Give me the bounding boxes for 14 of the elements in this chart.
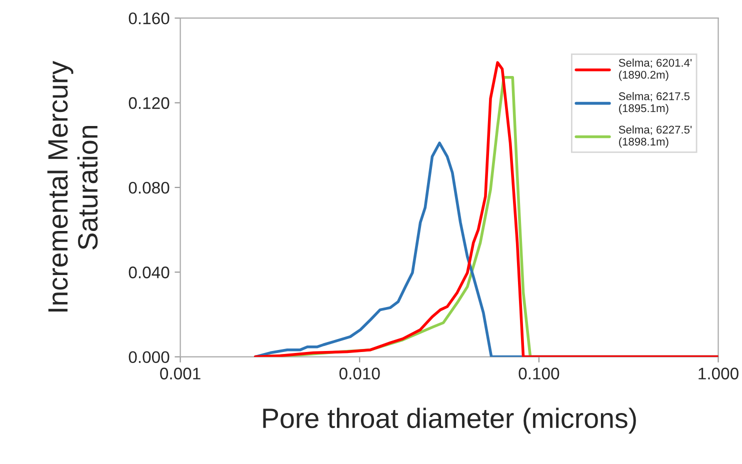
x-tick-label: 1.000 xyxy=(698,368,738,380)
y-tick-label: 0.040 xyxy=(128,266,170,278)
y-tick-label: 0.120 xyxy=(128,97,170,109)
legend-label: Selma; 6201.4' (1890.2m) xyxy=(618,58,692,81)
x-axis-title: Pore throat diameter (microns) xyxy=(263,408,636,434)
y-tick-label: 0.160 xyxy=(128,12,170,24)
legend-label: Selma; 6217.5 (1895.1m) xyxy=(618,92,690,114)
y-tick-label: 0.000 xyxy=(128,351,170,364)
y-axis-title: Incremental Mercury Saturation xyxy=(47,60,98,312)
legend-label: Selma; 6227.5' (1898.1m) xyxy=(618,125,692,148)
x-tick-label: 0.100 xyxy=(518,368,560,380)
y-tick-label: 0.080 xyxy=(128,182,170,194)
x-tick-label: 0.001 xyxy=(160,368,200,380)
x-tick-label: 0.010 xyxy=(339,368,380,380)
